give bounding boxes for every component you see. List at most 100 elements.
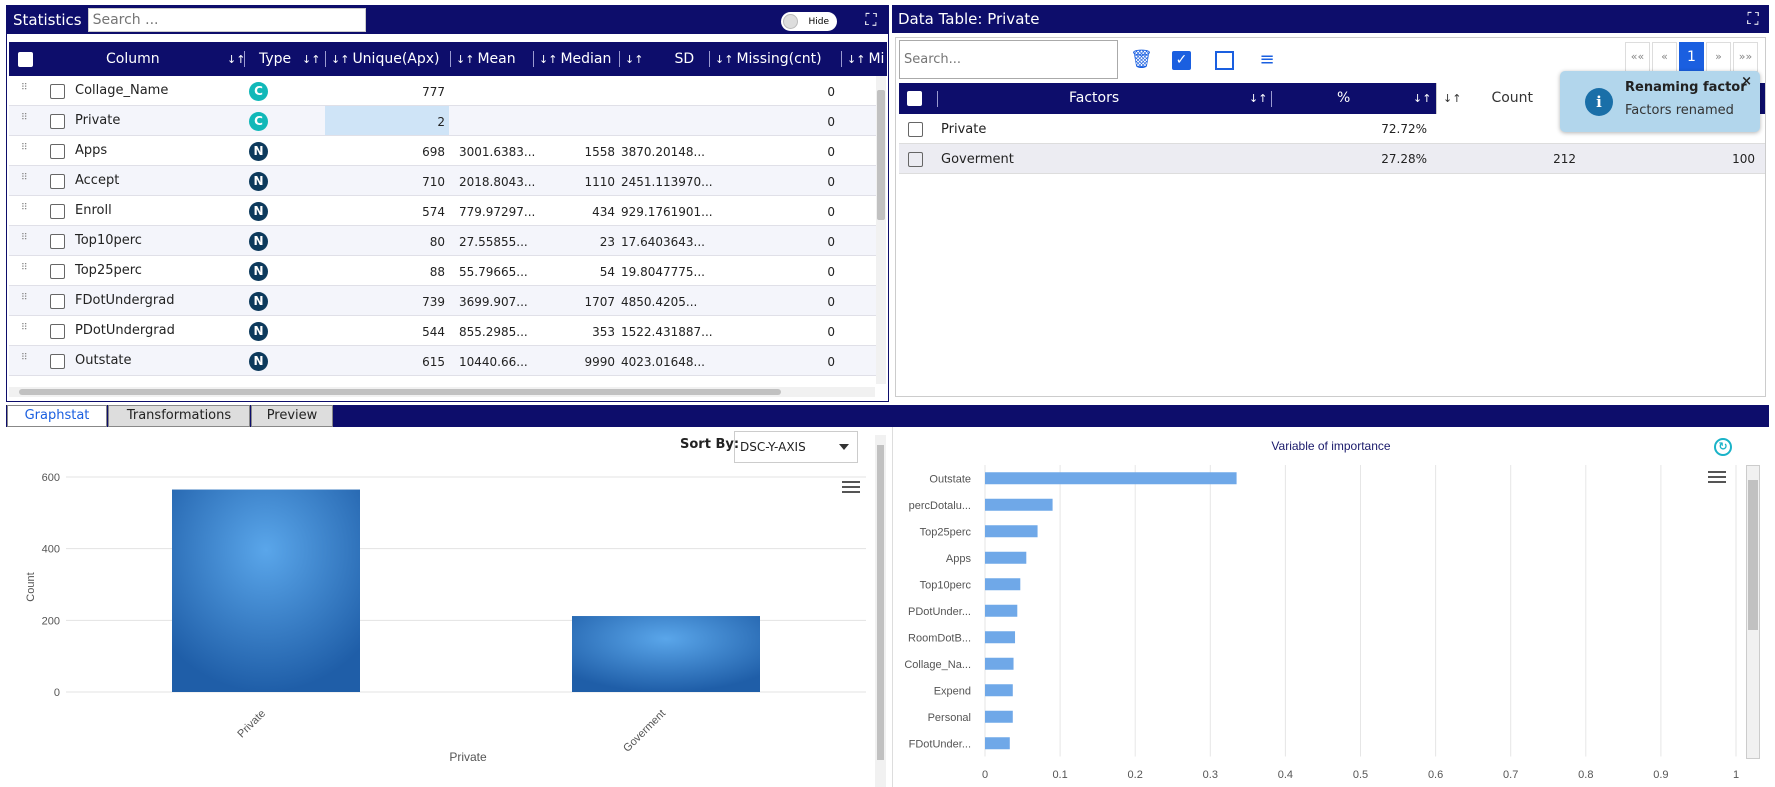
row-checkbox[interactable]: [50, 354, 65, 369]
col-header-factors[interactable]: Factors: [1069, 90, 1120, 106]
col-header-sd[interactable]: ↓↑ SD: [625, 51, 695, 67]
row-checkbox[interactable]: [50, 264, 65, 279]
bar[interactable]: [985, 604, 1018, 617]
table-row[interactable]: ⠿ Enroll N 574 779.97297... 434 929.1761…: [9, 196, 885, 226]
tab-preview[interactable]: Preview: [251, 405, 333, 427]
bar[interactable]: [985, 472, 1237, 485]
missing-value: 0: [827, 115, 835, 129]
row-checkbox[interactable]: [908, 122, 923, 137]
row-checkbox[interactable]: [50, 204, 65, 219]
y-tick-label: Top10perc: [920, 579, 972, 591]
col-header-column[interactable]: Column: [106, 51, 160, 67]
chart-menu-icon[interactable]: [842, 481, 860, 495]
drag-handle-icon[interactable]: ⠿: [21, 113, 29, 123]
data-table-search-input[interactable]: [899, 40, 1118, 79]
bar[interactable]: [572, 616, 760, 692]
tab-transformations[interactable]: Transformations: [108, 405, 250, 427]
page-first-button[interactable]: ««: [1625, 42, 1650, 72]
bar[interactable]: [985, 551, 1027, 564]
drag-handle-icon[interactable]: ⠿: [21, 293, 29, 303]
tab-graphstat[interactable]: Graphstat: [7, 405, 107, 427]
sort-icon[interactable]: ↓↑: [1249, 92, 1268, 105]
drag-handle-icon[interactable]: ⠿: [21, 83, 29, 93]
select-all-checkbox[interactable]: [18, 52, 33, 67]
col-header-missing[interactable]: ↓↑ Missing(cnt): [715, 51, 822, 67]
col-header-min[interactable]: ↓↑ Mi: [847, 51, 885, 67]
col-header-unique[interactable]: ↓↑ Unique(Apx): [331, 51, 440, 67]
col-header-type[interactable]: Type: [259, 51, 292, 67]
row-checkbox[interactable]: [50, 84, 65, 99]
sort-icon[interactable]: ↓↑: [302, 53, 321, 66]
bar[interactable]: [172, 489, 360, 692]
factor-name: Private: [941, 122, 987, 137]
col-header-mean[interactable]: ↓↑ Mean: [456, 51, 516, 67]
col-header-percent[interactable]: %: [1337, 90, 1351, 106]
statistics-search-input[interactable]: [87, 8, 366, 32]
chart-menu-icon[interactable]: [1708, 471, 1726, 485]
sort-by-select[interactable]: DSC-Y-AXIS: [734, 431, 858, 463]
drag-handle-icon[interactable]: ⠿: [21, 353, 29, 363]
drag-handle-icon[interactable]: ⠿: [21, 233, 29, 243]
bar[interactable]: [985, 684, 1013, 697]
row-checkbox[interactable]: [908, 152, 923, 167]
table-row[interactable]: Goverment 27.28% 212 100: [899, 144, 1765, 174]
table-row[interactable]: ⠿ Outstate N 615 10440.66... 9990 4023.0…: [9, 346, 885, 376]
select-all-checkbox[interactable]: [907, 91, 922, 106]
close-icon[interactable]: ×: [1741, 74, 1752, 89]
x-axis-label: Private: [449, 750, 487, 764]
uncheck-all-icon[interactable]: [1215, 51, 1234, 70]
row-checkbox[interactable]: [50, 144, 65, 159]
statistics-title: Statistics: [13, 11, 82, 29]
row-checkbox[interactable]: [50, 324, 65, 339]
drag-handle-icon[interactable]: ⠿: [21, 263, 29, 273]
refresh-icon[interactable]: ↻: [1714, 438, 1732, 456]
drag-handle-icon[interactable]: ⠿: [21, 203, 29, 213]
bar[interactable]: [985, 737, 1010, 750]
unique-value: 777: [422, 85, 445, 99]
unique-value[interactable]: 2: [437, 115, 445, 129]
bar[interactable]: [985, 631, 1016, 644]
table-row[interactable]: ⠿ Accept N 710 2018.8043... 1110 2451.11…: [9, 166, 885, 196]
col-header-median[interactable]: ↓↑ Median: [539, 51, 612, 67]
table-row[interactable]: ⠿ PDotUndergrad N 544 855.2985... 353 15…: [9, 316, 885, 346]
hide-toggle[interactable]: Hide: [781, 12, 837, 31]
missing-value: 0: [827, 235, 835, 249]
drag-handle-icon[interactable]: ⠿: [21, 173, 29, 183]
mean-value: 3699.907...: [459, 295, 528, 309]
page-next-button[interactable]: »: [1706, 42, 1731, 72]
importance-vertical-scrollbar[interactable]: [1746, 465, 1760, 759]
bar[interactable]: [985, 498, 1053, 511]
bar[interactable]: [985, 578, 1021, 591]
trash-icon[interactable]: 🗑: [1130, 49, 1153, 70]
check-all-icon[interactable]: ✓: [1172, 51, 1191, 70]
data-table-header: Data Table: Private ⛶: [892, 5, 1769, 33]
expand-icon[interactable]: ⛶: [865, 10, 877, 29]
row-checkbox[interactable]: [50, 174, 65, 189]
table-row[interactable]: ⠿ FDotUndergrad N 739 3699.907... 1707 4…: [9, 286, 885, 316]
row-checkbox[interactable]: [50, 294, 65, 309]
sd-value: 4023.01648...: [621, 355, 705, 369]
statistics-vertical-scrollbar[interactable]: [876, 76, 886, 384]
expand-icon[interactable]: ⛶: [1747, 9, 1759, 28]
graph-vertical-scrollbar[interactable]: [875, 435, 886, 787]
table-row[interactable]: ⠿ Top25perc N 88 55.79665... 54 19.80477…: [9, 256, 885, 286]
table-row[interactable]: ⠿ Top10perc N 80 27.55855... 23 17.64036…: [9, 226, 885, 256]
page-prev-button[interactable]: «: [1652, 42, 1677, 72]
drag-handle-icon[interactable]: ⠿: [21, 323, 29, 333]
table-row[interactable]: ⠿ Collage_Name C 777 0: [9, 76, 885, 106]
page-last-button[interactable]: »»: [1733, 42, 1758, 72]
table-row[interactable]: ⠿ Private C 2 0: [9, 106, 885, 136]
statistics-horizontal-scrollbar[interactable]: [9, 387, 875, 397]
page-current-button[interactable]: 1: [1679, 42, 1704, 72]
row-checkbox[interactable]: [50, 234, 65, 249]
sort-icon[interactable]: ↓↑: [1413, 92, 1432, 105]
drag-handle-icon[interactable]: ⠿: [21, 143, 29, 153]
table-row[interactable]: Private 72.72%: [899, 114, 1765, 144]
align-icon[interactable]: ≡: [1259, 49, 1275, 70]
bar[interactable]: [985, 710, 1013, 723]
sort-icon[interactable]: ↓↑: [227, 53, 246, 66]
bar[interactable]: [985, 657, 1014, 670]
bar[interactable]: [985, 525, 1038, 538]
row-checkbox[interactable]: [50, 114, 65, 129]
table-row[interactable]: ⠿ Apps N 698 3001.6383... 1558 3870.2014…: [9, 136, 885, 166]
